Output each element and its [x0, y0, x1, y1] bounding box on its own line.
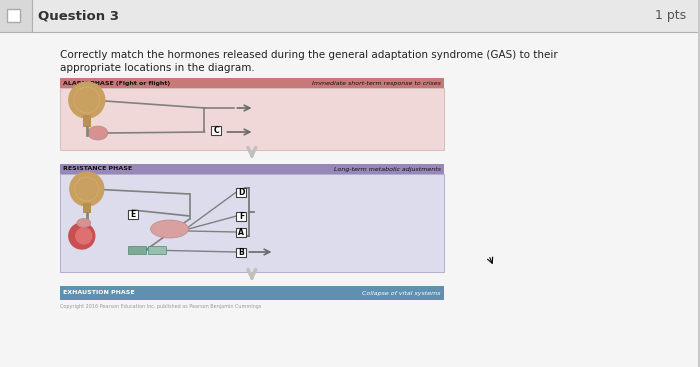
Ellipse shape	[77, 218, 91, 228]
Bar	[211, 126, 221, 135]
Text: C: C	[214, 126, 219, 135]
Bar	[237, 188, 246, 197]
Bar	[83, 203, 91, 213]
Bar	[83, 115, 91, 127]
Bar	[127, 246, 146, 254]
Text: Collapse of vital systems: Collapse of vital systems	[363, 291, 441, 295]
Bar	[60, 164, 444, 174]
Text: Question 3: Question 3	[38, 10, 119, 22]
Text: RESISTANCE PHASE: RESISTANCE PHASE	[63, 167, 132, 171]
Bar	[60, 286, 444, 300]
Bar	[0, 0, 32, 32]
Bar	[60, 174, 444, 272]
Bar	[237, 248, 246, 257]
Text: A: A	[239, 228, 244, 237]
Bar	[60, 78, 444, 88]
Text: F: F	[239, 212, 244, 221]
Text: D: D	[238, 188, 244, 197]
Bar	[237, 212, 246, 221]
Text: Copyright 2016 Pearson Education Inc. published as Pearson Benjamin Cummings: Copyright 2016 Pearson Education Inc. pu…	[60, 304, 261, 309]
Ellipse shape	[150, 220, 188, 238]
Text: appropriate locations in the diagram.: appropriate locations in the diagram.	[60, 63, 255, 73]
Bar	[127, 210, 138, 219]
Text: 1 pts: 1 pts	[655, 10, 686, 22]
Circle shape	[69, 223, 95, 249]
Text: EXHAUSTION PHASE: EXHAUSTION PHASE	[63, 291, 134, 295]
Text: Long-term metabolic adjustments: Long-term metabolic adjustments	[334, 167, 441, 171]
Text: Correctly match the hormones released during the general adaptation syndrome (GA: Correctly match the hormones released du…	[60, 50, 558, 60]
Bar	[148, 246, 166, 254]
Text: B: B	[239, 248, 244, 257]
Ellipse shape	[88, 126, 108, 140]
Bar	[237, 228, 246, 237]
Bar	[0, 0, 699, 32]
Bar	[60, 88, 444, 150]
Bar	[7, 9, 20, 22]
Text: E: E	[130, 210, 135, 219]
Circle shape	[76, 228, 92, 244]
Circle shape	[70, 172, 104, 206]
Circle shape	[69, 82, 105, 118]
Text: ALARM PHASE (Fight or flight): ALARM PHASE (Fight or flight)	[63, 80, 170, 86]
Text: Immediate short-term response to crises: Immediate short-term response to crises	[312, 80, 441, 86]
